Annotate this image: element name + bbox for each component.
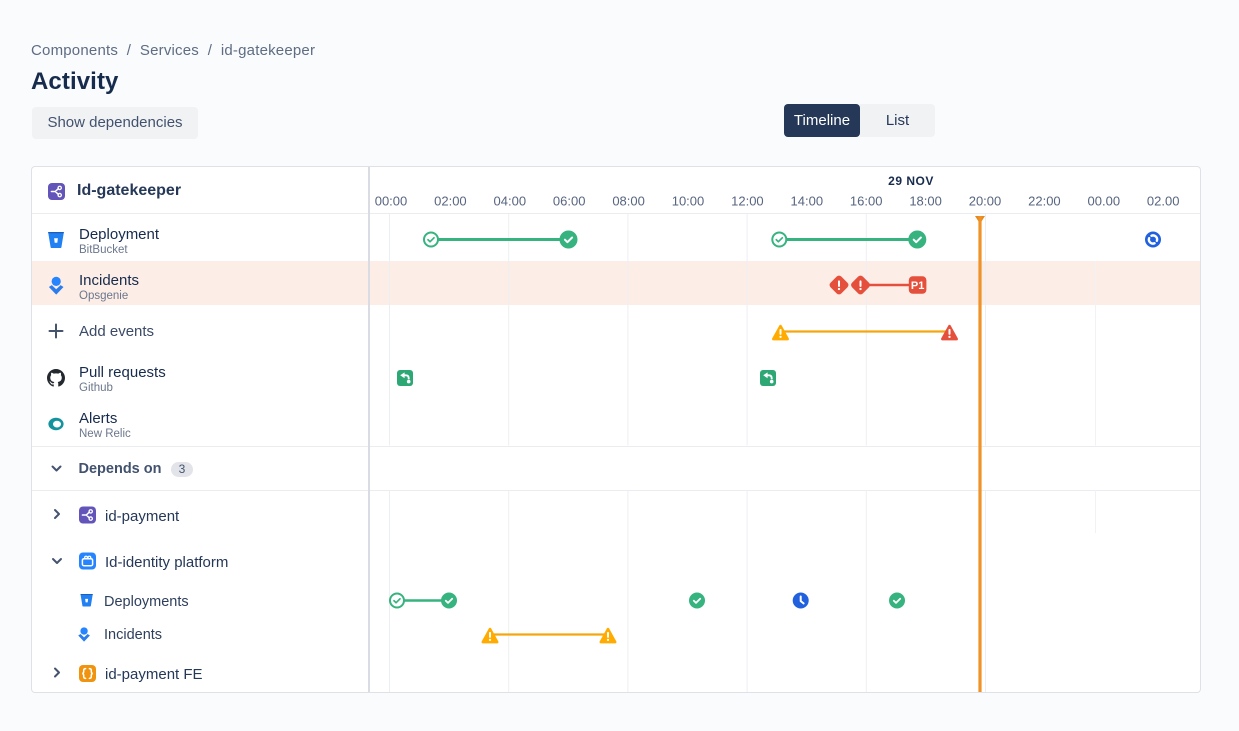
svg-text:20:00: 20:00: [969, 194, 1002, 209]
svg-text:29 NOV: 29 NOV: [888, 174, 934, 188]
svg-text:16:00: 16:00: [850, 194, 883, 209]
svg-text:00.00: 00.00: [1088, 194, 1121, 209]
svg-text:12:00: 12:00: [731, 194, 764, 209]
svg-text:18:00: 18:00: [909, 194, 942, 209]
svg-text:08:00: 08:00: [612, 194, 645, 209]
svg-text:06:00: 06:00: [553, 194, 586, 209]
svg-text:00:00: 00:00: [375, 194, 408, 209]
svg-text:22:00: 22:00: [1028, 194, 1061, 209]
svg-text:P1: P1: [911, 280, 924, 292]
svg-text:10:00: 10:00: [672, 194, 705, 209]
svg-text:04:00: 04:00: [494, 194, 527, 209]
svg-text:02.00: 02.00: [1147, 194, 1180, 209]
svg-text:02:00: 02:00: [434, 194, 467, 209]
svg-text:14:00: 14:00: [791, 194, 824, 209]
